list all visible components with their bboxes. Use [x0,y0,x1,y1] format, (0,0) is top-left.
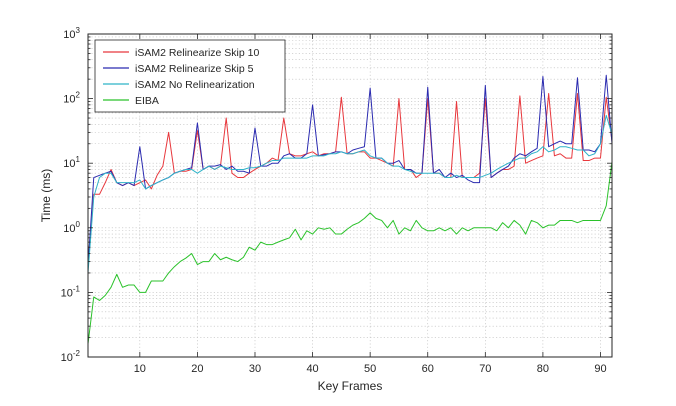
y-tick-label-exponent: 1 [76,155,81,164]
legend-label: EIBA [135,95,159,107]
y-tick-label-base: 10 [63,94,75,106]
y-tick-label: 100 [63,220,80,235]
y-tick-label-exponent: 0 [76,220,81,229]
y-tick-label: 103 [63,26,80,41]
y-tick-label-exponent: 2 [76,91,81,100]
legend-label: iSAM2 No Relinearization [135,79,255,91]
y-tick-label-base: 10 [63,223,75,235]
legend-label: iSAM2 Relinearize Skip 10 [135,47,259,59]
y-tick-label-base: 10 [63,29,75,41]
x-tick-label: 80 [537,363,549,375]
x-tick-label: 50 [364,363,376,375]
y-tick-label-base: 10 [61,352,73,364]
y-tick-label-base: 10 [63,158,75,170]
x-axis-label: Key Frames [318,379,383,393]
legend: iSAM2 Relinearize Skip 10 iSAM2 Relineari… [95,40,285,112]
y-tick-label-base: 10 [61,287,73,299]
y-tick-label: 101 [63,155,80,170]
x-tick-label: 20 [191,363,203,375]
x-tick-label: 10 [134,363,146,375]
x-tick-label: 70 [479,363,491,375]
legend-label: iSAM2 Relinearize Skip 5 [135,63,254,75]
y-tick-label: 10-1 [61,284,81,299]
x-tick-label: 30 [249,363,261,375]
y-tick-label: 10-2 [61,349,81,364]
y-tick-label: 102 [63,91,80,106]
x-tick-label: 60 [422,363,434,375]
y-tick-label-exponent: 3 [76,26,81,35]
x-tick-label: 40 [306,363,318,375]
y-tick-label-exponent: -2 [73,349,81,358]
x-tick-label: 90 [594,363,606,375]
y-tick-label-exponent: -1 [73,284,81,293]
y-axis-label: Time (ms) [39,169,53,223]
